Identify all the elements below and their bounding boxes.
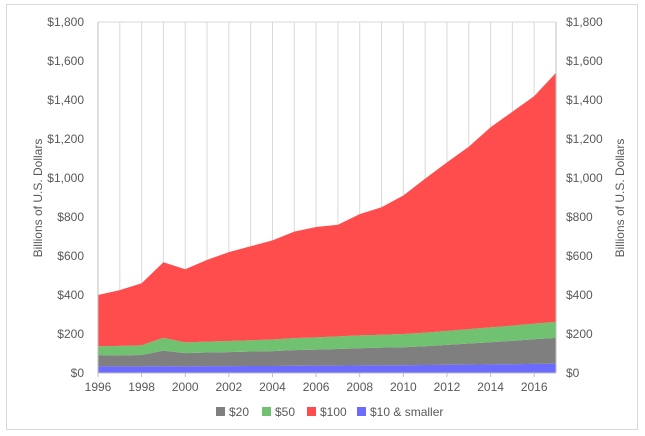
y-tick-right-label: $1,000: [566, 171, 603, 185]
y-tick-right-label: $1,400: [566, 93, 603, 107]
y-tick-left-label: $200: [57, 327, 84, 341]
x-tick-label: 2006: [303, 380, 330, 394]
y-tick-left-label: $1,600: [47, 54, 84, 68]
y-tick-right-label: $600: [566, 249, 593, 263]
y-tick-right-label: $200: [566, 327, 593, 341]
legend-swatch-20: [216, 407, 225, 416]
y-tick-right-label: $1,600: [566, 54, 603, 68]
y-tick-right-label: $400: [566, 288, 593, 302]
x-tick-label: 2012: [434, 380, 461, 394]
x-tick-label: 1996: [85, 380, 112, 394]
x-axis-ticks: 1996 1998 2000 2002 2004 2006 2008 2010 2012 2014…: [85, 373, 548, 394]
y-tick-right-label: $1,200: [566, 132, 603, 146]
legend: $20 $50 $100 $10 & smaller: [216, 405, 443, 419]
y-tick-right-label: $0: [566, 366, 580, 380]
legend-swatch-100: [307, 407, 316, 416]
y-tick-left-label: $1,000: [47, 171, 84, 185]
x-tick-label: 2014: [477, 380, 504, 394]
area-100: [98, 72, 556, 347]
x-tick-label: 2004: [259, 380, 286, 394]
area-20: [98, 337, 556, 367]
y-tick-left-label: $0: [71, 366, 85, 380]
chart-frame: [6, 4, 638, 430]
legend-label-50: $50: [275, 405, 295, 419]
legend-label-20: $20: [229, 405, 249, 419]
y-tick-left-label: $600: [57, 249, 84, 263]
area-50: [98, 321, 556, 356]
legend-label-100: $100: [320, 405, 347, 419]
y-axis-left-ticks: $0 $200 $400 $600 $800 $1,000 $1,200 $1,400 $1,6…: [47, 15, 84, 380]
x-tick-label: 2016: [521, 380, 548, 394]
y-tick-left-label: $800: [57, 210, 84, 224]
area-10-smaller: [98, 363, 556, 373]
area-series: [98, 72, 556, 373]
x-tick-label: 1998: [128, 380, 155, 394]
y-axis-left-title: Billions of U.S. Dollars: [31, 139, 45, 258]
legend-swatch-50: [262, 407, 271, 416]
y-tick-left-label: $1,800: [47, 15, 84, 29]
y-tick-right-label: $1,800: [566, 15, 603, 29]
x-tick-label: 2002: [216, 380, 243, 394]
y-axis-right-ticks: $0 $200 $400 $600 $800 $1,000 $1,200 $1,400 $1,6…: [566, 15, 603, 380]
y-tick-left-label: $1,400: [47, 93, 84, 107]
axes: [97, 22, 557, 374]
y-tick-right-label: $800: [566, 210, 593, 224]
y-tick-left-label: $1,200: [47, 132, 84, 146]
x-tick-label: 2000: [172, 380, 199, 394]
y-tick-left-label: $400: [57, 288, 84, 302]
y-axis-right-title: Billions of U.S. Dollars: [613, 139, 627, 258]
legend-swatch-10-smaller: [357, 407, 366, 416]
x-tick-label: 2008: [346, 380, 373, 394]
x-tick-label: 2010: [390, 380, 417, 394]
legend-label-10-smaller: $10 & smaller: [370, 405, 443, 419]
